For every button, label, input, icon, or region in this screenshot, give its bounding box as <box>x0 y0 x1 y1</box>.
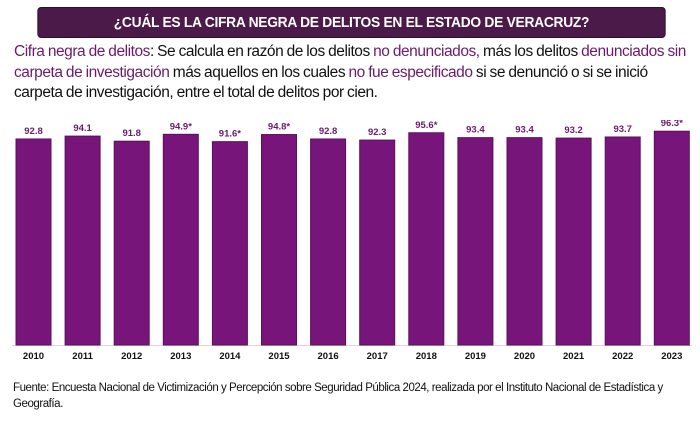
x-tick-2018: 2018 <box>416 351 437 362</box>
x-tick-2019: 2019 <box>465 351 486 362</box>
data-label-2013: 94.9* <box>170 121 192 132</box>
x-tick-2022: 2022 <box>612 351 633 362</box>
highlighted-term: no fue especificado <box>348 63 473 81</box>
data-label-2016: 92.8 <box>319 126 338 137</box>
description-text: : Se calcula en razón de los delitos <box>149 43 374 60</box>
bar-2017 <box>359 139 396 346</box>
data-label-2017: 92.3 <box>368 127 387 138</box>
bar-chart: 92.8 94.1 91.8 94.9* 91.6* 94.8* 92.8 92.3 95.6*… <box>12 120 692 362</box>
data-label-2012: 91.8 <box>122 128 141 139</box>
data-label-2022: 93.7 <box>613 124 632 135</box>
bar-2013 <box>162 133 199 346</box>
x-tick-2020: 2020 <box>514 351 535 362</box>
chart-title-banner: ¿CUÁL ES LA CIFRA NEGRA DE DELITOS EN EL… <box>38 8 665 37</box>
bar-2021 <box>555 137 592 346</box>
description-text: más aquellos en los cuales <box>169 63 349 81</box>
highlighted-term: no denunciados, <box>373 43 480 60</box>
bar-2023 <box>653 130 690 346</box>
bar-2020 <box>506 137 543 346</box>
x-tick-2017: 2017 <box>367 351 388 362</box>
bars-group <box>15 130 690 346</box>
highlighted-term: Cifra negra de delitos <box>14 43 150 60</box>
definition-paragraph: Cifra negra de delitos: Se calcula en ra… <box>14 42 694 104</box>
data-label-2021: 93.2 <box>564 125 583 136</box>
x-tick-2023: 2023 <box>661 351 682 362</box>
data-label-2010: 92.8 <box>24 126 43 137</box>
x-tick-2013: 2013 <box>170 351 191 362</box>
data-label-2014: 91.6* <box>219 129 241 140</box>
data-label-2023: 96.3* <box>661 120 683 129</box>
bar-2010 <box>15 138 52 346</box>
highlighted-term: denunciados sin carpeta de investigación <box>14 43 686 81</box>
source-note: Fuente: Encuesta Nacional de Victimizaci… <box>13 382 663 410</box>
bar-2022 <box>604 136 641 346</box>
bar-2019 <box>457 137 494 346</box>
bar-2014 <box>211 141 248 346</box>
bar-2015 <box>261 134 297 346</box>
x-tick-2016: 2016 <box>318 351 339 362</box>
data-label-2011: 94.1 <box>73 123 92 134</box>
x-tick-2014: 2014 <box>219 351 241 362</box>
data-labels-group: 92.8 94.1 91.8 94.9* 91.6* 94.8* 92.8 92.3 95.6*… <box>24 120 683 140</box>
bar-2012 <box>113 140 150 346</box>
description-text: más los delitos <box>479 43 582 60</box>
x-tick-2010: 2010 <box>23 351 44 362</box>
bar-2016 <box>310 138 347 346</box>
data-label-2020: 93.4 <box>515 125 534 136</box>
description-text: si se denunció o si se inició carpeta de… <box>14 63 648 102</box>
data-label-2019: 93.4 <box>466 125 485 136</box>
data-label-2018: 95.6* <box>415 120 437 131</box>
x-tick-2021: 2021 <box>563 351 585 362</box>
data-label-2015: 94.8* <box>268 122 290 133</box>
bar-2011 <box>64 135 101 346</box>
x-tick-2011: 2011 <box>72 351 93 362</box>
bar-2018 <box>408 132 445 346</box>
x-tick-labels-group: 2010 2011 2012 2013 2014 2015 2016 2017 2018 2019… <box>23 351 682 362</box>
x-tick-2015: 2015 <box>268 351 290 362</box>
x-tick-2012: 2012 <box>121 351 142 362</box>
